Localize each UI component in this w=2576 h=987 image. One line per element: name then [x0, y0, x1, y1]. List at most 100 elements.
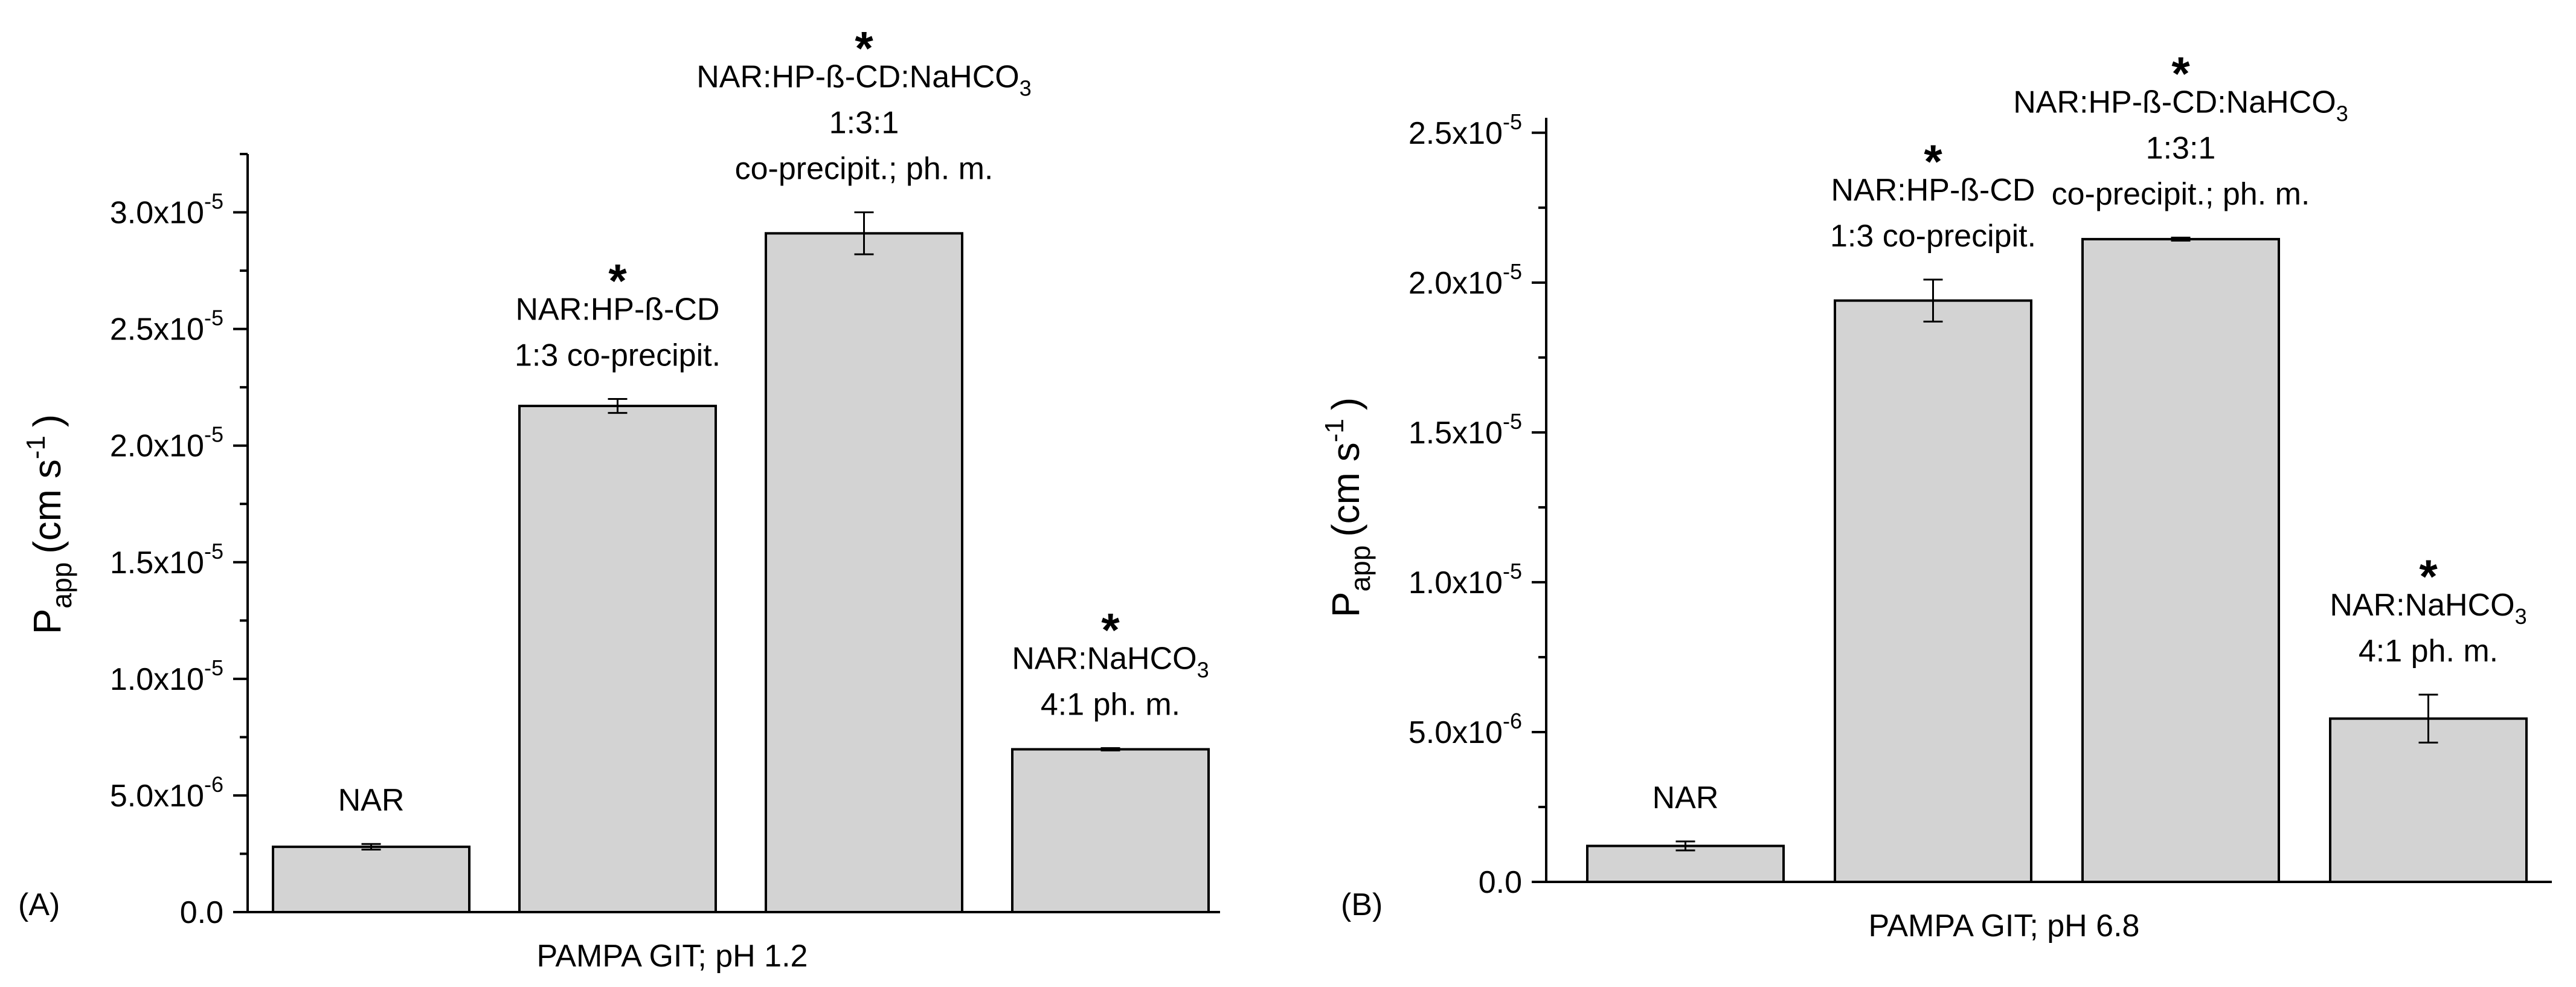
bar-label-subscript: 3	[1020, 76, 1032, 101]
bar-label-text: co-precipit.; ph. m.	[735, 152, 994, 187]
bar-label: NAR:NaHCO3	[2330, 588, 2526, 629]
y-tick-label: 0.0	[1479, 865, 1522, 900]
bar-label: NAR:HP-ß-CD	[516, 292, 720, 327]
y-axis-label-unit: (cm s	[1324, 442, 1367, 536]
y-axis-label-unit-sup: -1	[21, 436, 51, 459]
bar-label: NAR:HP-ß-CD:NaHCO3	[2013, 85, 2348, 126]
bar-label: 1:3:1	[2146, 130, 2216, 166]
bar	[2081, 237, 2280, 884]
y-axis-label-main: P	[25, 608, 69, 634]
y-tick-mantissa: 2.0x10	[110, 429, 204, 464]
bar-label: co-precipit.; ph. m.	[735, 152, 994, 187]
y-tick-mantissa: 0.0	[1479, 865, 1522, 900]
y-tick-exponent: -5	[1503, 559, 1522, 584]
y-tick-mantissa: 5.0x10	[110, 779, 204, 814]
significance-star: *	[2171, 47, 2190, 100]
y-tick-mantissa: 1.0x10	[110, 662, 204, 697]
panel-a-y-axis-label: Papp (cm s-1)	[21, 414, 77, 634]
y-tick-label: 1.0x10-5	[1408, 559, 1522, 600]
y-tick-mantissa: 0.0	[180, 895, 223, 930]
bar-label: NAR:HP-ß-CD:NaHCO3	[696, 60, 1031, 101]
panel-b-y-axis-label: Papp (cm s-1)	[1320, 397, 1376, 617]
y-tick-label: 2.5x10-5	[110, 306, 223, 347]
bar-label-subscript: 3	[1197, 658, 1209, 683]
bar-label: 1:3 co-precipit.	[515, 338, 721, 373]
y-tick-exponent: -5	[204, 422, 223, 447]
y-axis-label-unit-sup: -1	[1320, 419, 1349, 442]
significance-star: *	[608, 254, 627, 307]
y-tick-mantissa: 2.5x10	[110, 312, 204, 347]
bar	[1834, 299, 2032, 883]
bar-label: NAR:HP-ß-CD	[1831, 173, 2035, 208]
y-tick-exponent: -6	[204, 772, 223, 797]
y-tick-mantissa: 1.5x10	[110, 545, 204, 580]
panel-b-x-axis-label: PAMPA GIT; pH 6.8	[1869, 908, 2140, 944]
y-tick-label: 1.5x10-5	[1408, 409, 1522, 451]
y-tick-label: 2.0x10-5	[1408, 259, 1522, 301]
panel-a: (A) Papp (cm s-1) PAMPA GIT; pH 1.2 0.0 5.…	[18, 22, 1220, 974]
bar-label-subscript: 3	[2515, 604, 2527, 629]
panel-a-label: (A)	[18, 887, 60, 922]
y-tick-mantissa: 5.0x10	[1408, 715, 1503, 750]
bar-label-text: NAR:HP-ß-CD	[1831, 173, 2035, 208]
bar-label: 1:3:1	[829, 106, 899, 141]
y-tick-exponent: -5	[1503, 259, 1522, 284]
y-tick-label: 2.5x10-5	[1408, 109, 1522, 151]
y-tick-label: 1.0x10-5	[110, 655, 223, 697]
bar	[765, 232, 963, 913]
bar-label: 4:1 ph. m.	[2359, 634, 2498, 669]
bar	[1011, 748, 1210, 913]
bar-label: NAR	[1653, 780, 1719, 815]
bar-label: NAR	[338, 783, 405, 818]
bar-label-text: NAR	[1653, 780, 1719, 815]
y-tick-label: 2.0x10-5	[110, 422, 223, 464]
y-tick-label: 1.5x10-5	[110, 539, 223, 580]
bar-label-text: 4:1 ph. m.	[2359, 634, 2498, 669]
y-tick-exponent: -5	[1503, 109, 1522, 134]
bar-label: 4:1 ph. m.	[1041, 687, 1180, 722]
y-tick-mantissa: 2.5x10	[1408, 116, 1503, 151]
bar-label-text: 1:3:1	[2146, 130, 2216, 166]
y-tick-exponent: -5	[204, 189, 223, 214]
y-tick-exponent: -5	[204, 655, 223, 680]
y-tick-exponent: -5	[204, 306, 223, 330]
bar	[518, 405, 717, 913]
y-axis-label-sub: app	[46, 562, 77, 609]
y-tick-exponent: -6	[1503, 709, 1522, 733]
bar	[1586, 844, 1785, 883]
y-tick-exponent: -5	[1503, 409, 1522, 434]
y-axis-label-main: P	[1324, 591, 1367, 617]
y-axis-label-unit: (cm s	[25, 459, 69, 553]
bar-label-text: NAR:NaHCO	[2330, 588, 2514, 623]
bar-label-text: NAR:HP-ß-CD:NaHCO	[696, 60, 1019, 95]
bar-label-text: 4:1 ph. m.	[1041, 687, 1180, 722]
bar	[272, 845, 471, 914]
y-tick-exponent: -5	[204, 539, 223, 564]
bar-label-text: 1:3:1	[829, 106, 899, 141]
bar-label-text: NAR:HP-ß-CD	[516, 292, 720, 327]
y-tick-mantissa: 1.5x10	[1408, 416, 1503, 451]
y-axis-label-close: )	[25, 414, 69, 427]
bar-label-text: NAR:HP-ß-CD:NaHCO	[2013, 85, 2336, 120]
significance-star: *	[2419, 550, 2438, 603]
bar	[2329, 717, 2528, 883]
panel-b: (B) Papp (cm s-1) PAMPA GIT; pH 6.8 0.0 5.…	[1320, 47, 2552, 944]
panel-b-label: (B)	[1341, 887, 1383, 922]
bar-label: co-precipit.; ph. m.	[2052, 176, 2310, 211]
y-axis-label-sub: app	[1344, 545, 1376, 592]
y-tick-label: 0.0	[180, 895, 223, 930]
bar-label-text: co-precipit.; ph. m.	[2052, 176, 2310, 211]
significance-star: *	[1924, 135, 1942, 188]
bar-label-subscript: 3	[2336, 101, 2348, 126]
y-tick-label: 3.0x10-5	[110, 189, 223, 231]
y-tick-mantissa: 1.0x10	[1408, 565, 1503, 600]
bar-label-text: 1:3 co-precipit.	[1830, 219, 2036, 254]
y-tick-label: 5.0x10-6	[1408, 709, 1522, 750]
significance-star: *	[1101, 603, 1120, 657]
y-tick-mantissa: 2.0x10	[1408, 266, 1503, 301]
bar-label: 1:3 co-precipit.	[1830, 219, 2036, 254]
y-tick-mantissa: 3.0x10	[110, 196, 204, 231]
bar-label-text: NAR:NaHCO	[1012, 641, 1196, 677]
significance-star: *	[855, 22, 873, 75]
